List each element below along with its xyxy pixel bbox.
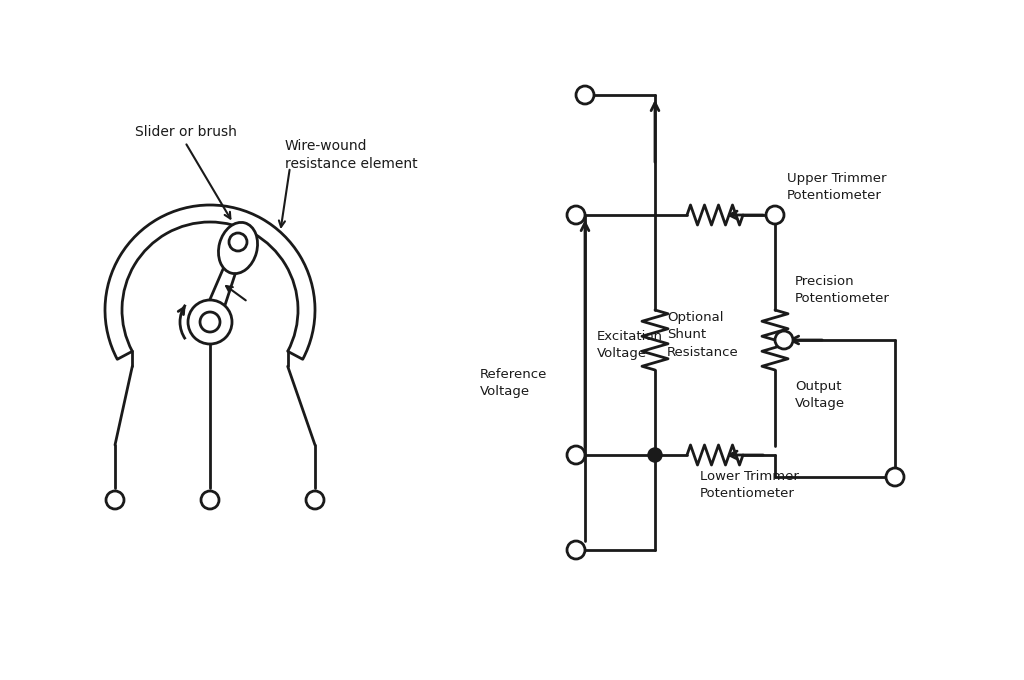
Circle shape [201, 491, 219, 509]
Text: Reference
Voltage: Reference Voltage [480, 367, 548, 398]
Text: Excitation
Voltage: Excitation Voltage [597, 330, 663, 360]
Circle shape [229, 233, 247, 251]
Circle shape [886, 468, 904, 486]
Text: Upper Trimmer
Potentiometer: Upper Trimmer Potentiometer [787, 172, 887, 202]
Circle shape [575, 86, 594, 104]
Circle shape [775, 331, 793, 349]
Text: Lower Trimmer
Potentiometer: Lower Trimmer Potentiometer [700, 470, 799, 500]
Circle shape [766, 206, 784, 224]
Circle shape [200, 312, 220, 332]
Text: Wire-wound
resistance element: Wire-wound resistance element [285, 139, 418, 171]
Circle shape [567, 446, 585, 464]
Text: Optional
Shunt
Resistance: Optional Shunt Resistance [667, 311, 738, 358]
Circle shape [106, 491, 124, 509]
Circle shape [567, 541, 585, 559]
Circle shape [306, 491, 324, 509]
Circle shape [567, 206, 585, 224]
Text: Precision
Potentiometer: Precision Potentiometer [795, 275, 890, 305]
Text: Slider or brush: Slider or brush [135, 125, 237, 139]
Circle shape [648, 448, 662, 462]
Ellipse shape [218, 222, 258, 273]
Circle shape [188, 300, 232, 344]
Text: Output
Voltage: Output Voltage [795, 380, 845, 410]
